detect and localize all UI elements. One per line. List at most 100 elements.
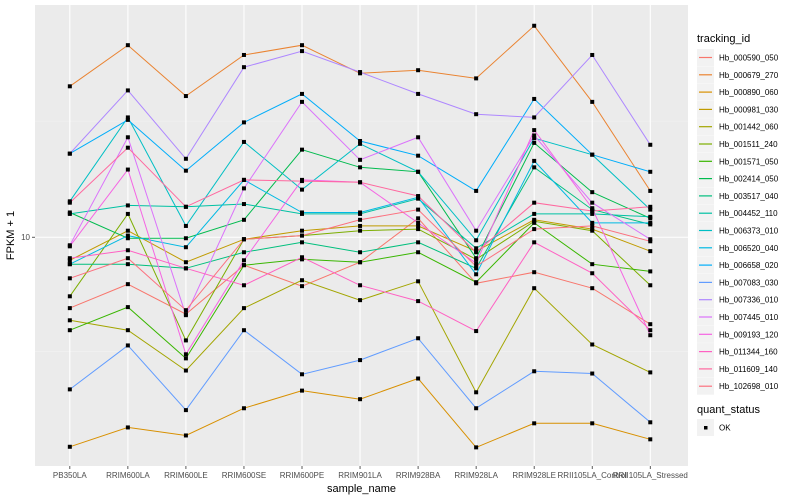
data-point-Hb_006658_020 bbox=[300, 91, 305, 96]
data-point-Hb_011609_140 bbox=[532, 200, 537, 205]
data-point-Hb_007336_010 bbox=[416, 91, 421, 96]
data-point-Hb_007083_030 bbox=[358, 358, 363, 363]
data-point-Hb_004452_110 bbox=[590, 211, 595, 216]
data-point-Hb_000890_060 bbox=[125, 425, 130, 430]
data-point-Hb_007336_010 bbox=[300, 49, 305, 54]
data-point-Hb_011609_140 bbox=[648, 204, 653, 209]
x-tick-label: RRIM928BA bbox=[396, 471, 441, 480]
data-point-Hb_003517_040 bbox=[300, 240, 305, 245]
x-tick-label: RRII105LA_Control bbox=[558, 471, 628, 480]
data-point-Hb_007445_010 bbox=[590, 200, 595, 205]
data-point-Hb_011344_160 bbox=[648, 328, 653, 333]
data-point-Hb_000679_270 bbox=[416, 68, 421, 73]
data-point-Hb_004452_110 bbox=[67, 211, 72, 216]
x-tick-label: RRIM928LA bbox=[454, 471, 498, 480]
data-point-Hb_004452_110 bbox=[474, 246, 479, 251]
x-tick-label: RRIM600LE bbox=[164, 471, 208, 480]
data-point-Hb_009193_120 bbox=[416, 220, 421, 225]
data-point-Hb_001571_050 bbox=[416, 250, 421, 255]
data-point-Hb_011609_140 bbox=[474, 250, 479, 255]
data-point-Hb_000890_060 bbox=[648, 437, 653, 442]
data-point-Hb_006658_020 bbox=[474, 188, 479, 193]
data-point-Hb_003517_040 bbox=[241, 250, 246, 255]
data-point-Hb_011344_160 bbox=[532, 240, 537, 245]
data-point-Hb_011344_160 bbox=[474, 329, 479, 334]
data-point-Hb_011609_140 bbox=[358, 180, 363, 185]
legend-label: Hb_007445_010 bbox=[719, 313, 779, 322]
data-point-Hb_007336_010 bbox=[532, 115, 537, 120]
legend-label: Hb_006658_020 bbox=[719, 261, 779, 270]
data-point-Hb_000890_060 bbox=[300, 388, 305, 393]
data-point-Hb_011344_160 bbox=[358, 283, 363, 288]
x-tick-label: PB350LA bbox=[53, 471, 87, 480]
legend-label: Hb_007083_030 bbox=[719, 278, 779, 287]
data-point-Hb_002414_050 bbox=[183, 236, 188, 241]
data-point-Hb_007336_010 bbox=[241, 65, 246, 70]
data-point-Hb_007083_030 bbox=[183, 408, 188, 413]
data-point-Hb_011609_140 bbox=[183, 204, 188, 209]
data-point-Hb_102698_010 bbox=[125, 256, 130, 261]
data-point-Hb_000679_270 bbox=[590, 99, 595, 104]
data-point-Hb_006520_040 bbox=[125, 233, 130, 238]
data-point-Hb_006658_020 bbox=[125, 117, 130, 122]
data-point-Hb_001511_240 bbox=[183, 338, 188, 343]
data-point-Hb_000679_270 bbox=[648, 188, 653, 193]
data-point-Hb_006520_040 bbox=[67, 262, 72, 267]
data-point-Hb_002414_050 bbox=[125, 236, 130, 241]
data-point-Hb_011609_140 bbox=[125, 145, 130, 150]
data-point-Hb_007083_030 bbox=[532, 369, 537, 374]
legend-color-items: Hb_000590_050 Hb_000679_270 Hb_000890_060 H… bbox=[697, 49, 779, 395]
x-tick-label: RRIM600PE bbox=[280, 471, 324, 480]
data-point-Hb_001571_050 bbox=[648, 269, 653, 274]
data-point-Hb_009193_120 bbox=[241, 258, 246, 263]
legend-label: Hb_000679_270 bbox=[719, 71, 779, 80]
legend-label: Hb_011609_140 bbox=[719, 365, 778, 374]
data-point-Hb_011344_160 bbox=[590, 271, 595, 276]
data-point-Hb_009193_120 bbox=[590, 206, 595, 211]
y-axis-title: FPKM + 1 bbox=[5, 211, 17, 260]
data-point-Hb_102698_010 bbox=[590, 223, 595, 228]
data-point-Hb_011344_160 bbox=[241, 283, 246, 288]
data-point-Hb_007445_010 bbox=[648, 237, 653, 242]
data-point-Hb_003517_040 bbox=[416, 240, 421, 245]
legend-label: Hb_007336_010 bbox=[719, 296, 779, 305]
data-point-Hb_004452_110 bbox=[532, 211, 537, 216]
x-axis: PB350LA RRIM600LA RRIM600LE RRIM600SE RRIM60… bbox=[53, 466, 688, 480]
data-point-Hb_000981_030 bbox=[67, 258, 72, 263]
legend-shape-items: OK bbox=[697, 419, 731, 436]
data-point-Hb_011609_140 bbox=[590, 209, 595, 214]
data-point-Hb_001571_050 bbox=[183, 356, 188, 361]
data-point-Hb_102698_010 bbox=[67, 276, 72, 281]
data-point-Hb_001442_060 bbox=[590, 342, 595, 347]
data-point-Hb_000590_050 bbox=[590, 286, 595, 291]
data-point-Hb_011344_160 bbox=[183, 266, 188, 271]
data-point-Hb_000981_030 bbox=[125, 228, 130, 233]
data-point-Hb_002414_050 bbox=[300, 147, 305, 152]
data-point-Hb_000590_050 bbox=[416, 216, 421, 221]
legend-label: Hb_004452_110 bbox=[719, 209, 778, 218]
data-point-Hb_007083_030 bbox=[125, 343, 130, 348]
data-point-Hb_002414_050 bbox=[590, 190, 595, 195]
data-point-Hb_002414_050 bbox=[358, 165, 363, 170]
data-point-Hb_000590_050 bbox=[648, 322, 653, 327]
data-point-Hb_007336_010 bbox=[474, 112, 479, 117]
data-point-Hb_006373_010 bbox=[416, 169, 421, 174]
legend-label: Hb_011344_160 bbox=[719, 348, 778, 357]
data-point-Hb_006520_040 bbox=[590, 220, 595, 225]
data-point-Hb_001571_050 bbox=[590, 262, 595, 267]
x-tick-label: RRIM928LE bbox=[512, 471, 556, 480]
data-point-Hb_001511_240 bbox=[125, 211, 130, 216]
data-point-Hb_007083_030 bbox=[416, 336, 421, 341]
data-point-Hb_001442_060 bbox=[183, 368, 188, 373]
data-point-Hb_007336_010 bbox=[590, 52, 595, 57]
data-point-Hb_102698_010 bbox=[358, 217, 363, 222]
data-point-Hb_007083_030 bbox=[648, 420, 653, 425]
x-tick-label: RRIM901LA bbox=[338, 471, 382, 480]
data-point-Hb_102698_010 bbox=[416, 207, 421, 212]
data-point-Hb_000981_030 bbox=[358, 223, 363, 228]
data-point-Hb_006658_020 bbox=[416, 153, 421, 158]
data-point-Hb_006658_020 bbox=[648, 169, 653, 174]
data-point-Hb_001442_060 bbox=[241, 306, 246, 311]
data-point-Hb_001511_240 bbox=[358, 228, 363, 233]
data-point-Hb_000890_060 bbox=[241, 406, 246, 411]
